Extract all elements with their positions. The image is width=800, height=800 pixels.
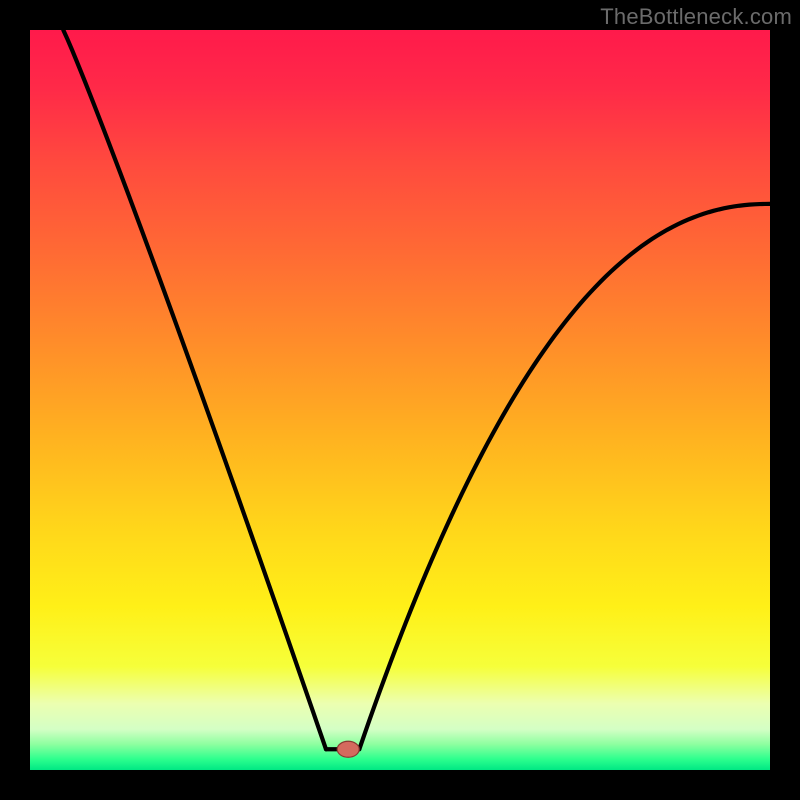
watermark-text: TheBottleneck.com — [600, 4, 792, 30]
optimum-marker — [337, 741, 359, 757]
chart-svg — [30, 30, 770, 770]
gradient-background — [30, 30, 770, 770]
chart-frame — [30, 30, 770, 770]
